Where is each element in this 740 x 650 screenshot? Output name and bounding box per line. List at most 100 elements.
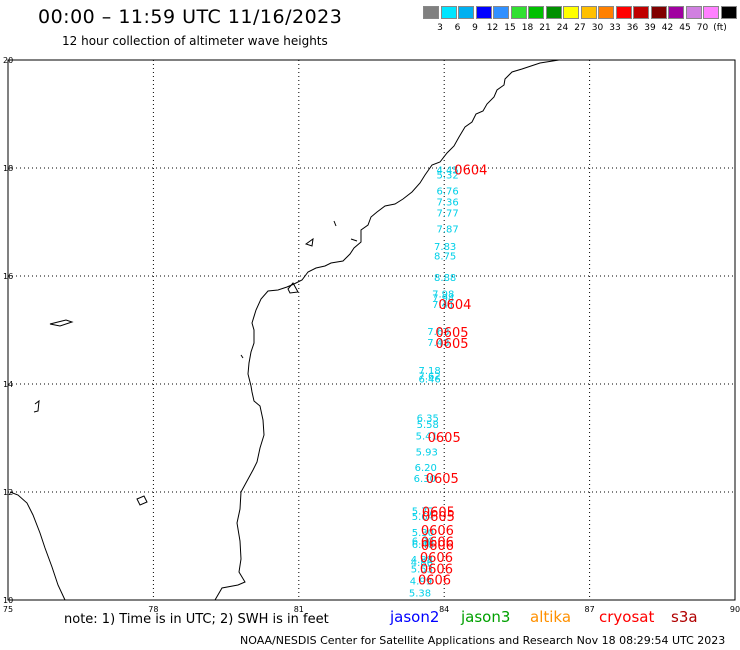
wave-height-value: 7.83 [434, 242, 456, 253]
wave-height-value: 5.53 [411, 565, 433, 576]
wave-height-value: 7.62 [419, 371, 441, 382]
wave-height-value: 7.77 [436, 208, 458, 219]
scale-swatch [703, 6, 719, 19]
pass-time-value: 0606 [421, 539, 454, 554]
scale-swatch [563, 6, 579, 19]
scale-swatch [633, 6, 649, 19]
wave-height-value: 5.30 [412, 528, 434, 539]
wave-height-value: 8.75 [434, 251, 456, 262]
scale-label: 45 [679, 23, 691, 33]
wave-height-value: 5.93 [416, 448, 438, 459]
scale-swatch [650, 6, 667, 19]
pass-time-value: 0606 [420, 563, 453, 578]
wave-height-value: 6.46 [412, 540, 434, 551]
scale-swatch [615, 6, 632, 19]
lon-tick-label: 84 [439, 605, 449, 614]
wave-height-value: 6.35 [417, 413, 439, 424]
scale-label: 30 [591, 23, 604, 33]
wave-height-value: 4.86 [411, 558, 433, 569]
scale-swatch [580, 6, 597, 19]
wave-height-value: 7.94 [432, 294, 454, 305]
scale-swatch [475, 6, 492, 19]
coastline-cay-4 [350, 238, 358, 242]
pass-time-labels: 0604060406050605060506050605060506060606… [418, 164, 487, 589]
scale-swatch [423, 6, 439, 19]
scale-label: 42 [661, 23, 674, 33]
wave-height-value: 5.64 [412, 512, 434, 523]
lat-tick-label: 12 [3, 488, 13, 497]
scale-label: 6 [454, 23, 461, 33]
lon-tick-label: 87 [585, 605, 595, 614]
wave-height-value: 6.00 [412, 537, 434, 548]
scale-label: 33 [609, 23, 621, 33]
mission-cryosat: cryosat [599, 608, 655, 626]
map-grid [7, 59, 736, 601]
coastline [9, 59, 560, 601]
scale-swatch [493, 6, 509, 19]
scale-label: 36 [626, 23, 639, 33]
wave-height-value: 4.45 [436, 166, 458, 177]
scale-label: (ft) [713, 23, 727, 33]
pass-time-value: 0605 [422, 505, 455, 520]
page-title: 00:00 – 11:59 UTC 11/16/2023 [38, 6, 343, 28]
lat-tick-label: 18 [3, 164, 13, 173]
wave-height-value: 7.36 [436, 197, 458, 208]
scale-label: 3 [437, 23, 443, 33]
note-text: note: 1) Time is in UTC; 2) SWH is in fe… [64, 612, 329, 627]
wave-height-value: 6.76 [436, 187, 458, 198]
wave-height-value: 7.98 [432, 289, 454, 300]
coastline-mainland [214, 59, 560, 601]
wave-height-labels: 4.455.32 6.767.367.77 7.87 7.838.75 8.88 7.98… [409, 166, 459, 600]
wave-height-value: 4.99 [410, 577, 432, 588]
page-subtitle: 12 hour collection of altimeter wave hei… [62, 34, 328, 48]
scale-swatch [685, 6, 702, 19]
pass-time-value: 0604 [454, 164, 487, 179]
wave-height-value: 6.20 [415, 463, 437, 474]
pass-time-value: 0606 [420, 551, 453, 566]
pass-time-value: 0605 [435, 337, 468, 352]
scale-swatch [440, 6, 457, 19]
mission-altika: altika [530, 608, 572, 626]
coastline-cay-2 [304, 237, 314, 247]
coastline-cay-7 [136, 495, 148, 506]
wave-height-value: 7.41 [432, 300, 454, 311]
wave-height-value: 6.30 [414, 474, 436, 485]
coastline-cay-3 [333, 220, 337, 227]
scale-label: 21 [539, 23, 551, 33]
pass-time-value: 0605 [435, 326, 468, 341]
wave-height-value: 5.41 [416, 431, 438, 442]
lat-tick-label: 10 [3, 596, 13, 605]
wave-height-value: 7.63 [427, 327, 449, 338]
scale-label: 12 [486, 23, 499, 33]
coastline-cay-1 [287, 282, 299, 294]
lon-tick-label: 78 [148, 605, 158, 614]
pass-time-value: 0604 [438, 298, 471, 313]
wave-height-value: 7.87 [436, 224, 458, 235]
mission-jason3: jason3 [461, 608, 511, 626]
scale-label: 27 [574, 23, 586, 33]
pass-time-value: 0606 [421, 524, 454, 539]
scale-label: 70 [696, 23, 709, 33]
scale-swatch [668, 6, 684, 19]
scale-label: 9 [472, 23, 478, 33]
map-frame [7, 59, 736, 601]
wave-height-value: 7.18 [419, 366, 441, 377]
wave-height-value: 5.77 [412, 506, 434, 517]
mission-jason2: jason2 [390, 608, 440, 626]
coastline-cay-5 [49, 319, 74, 327]
scale-label: 39 [644, 23, 656, 33]
scale-swatch [545, 6, 562, 19]
wave-height-value: 5.38 [409, 588, 431, 599]
scale-label: 15 [504, 23, 516, 33]
pass-time-value: 0606 [418, 573, 451, 588]
scale-swatch [458, 6, 474, 19]
scale-swatch [528, 6, 544, 19]
scale-swatch [720, 6, 737, 19]
wave-height-value: 5.32 [436, 170, 458, 181]
footer-credit: NOAA/NESDIS Center for Satellite Applica… [240, 634, 726, 647]
scale-swatch [510, 6, 527, 19]
wave-height-value: 6.46 [419, 375, 441, 386]
lon-tick-label: 90 [730, 605, 740, 614]
